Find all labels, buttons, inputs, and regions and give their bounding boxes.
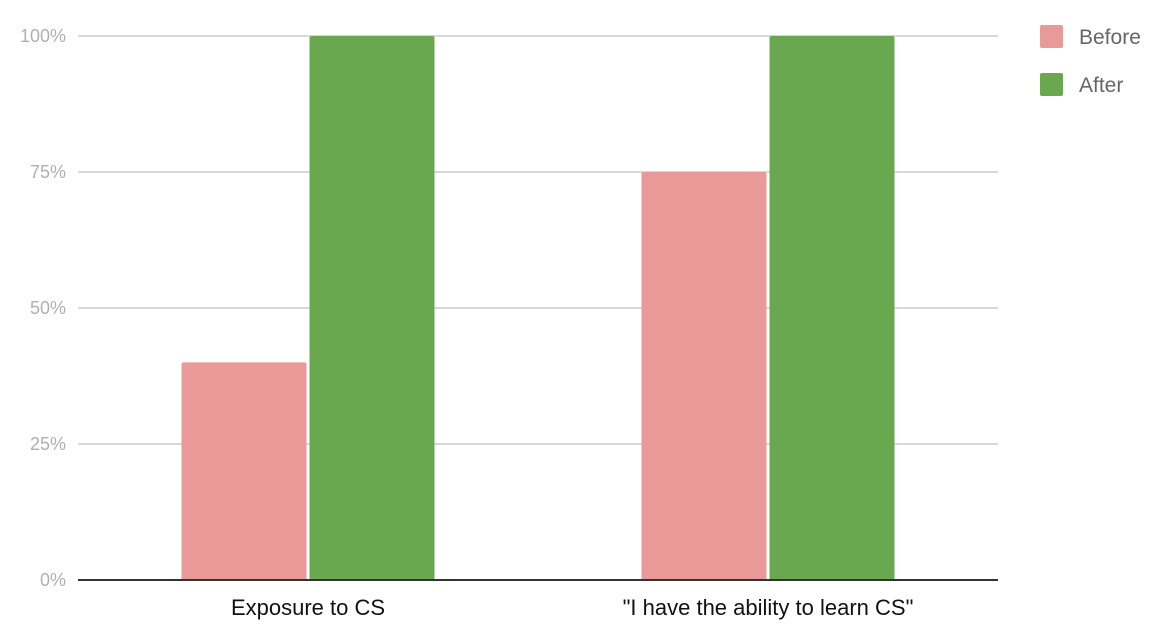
legend-label-before: Before: [1079, 26, 1141, 49]
x-category-label: "I have the ability to learn CS": [623, 595, 914, 620]
y-tick-label: 100%: [20, 26, 66, 46]
bar-after-0: [309, 36, 435, 580]
x-category-label: Exposure to CS: [231, 595, 385, 620]
legend: Before After: [1040, 25, 1141, 97]
legend-swatch-before: [1040, 25, 1063, 48]
legend-swatch-after: [1040, 73, 1063, 96]
legend-label-after: After: [1079, 74, 1123, 97]
x-axis-categories: Exposure to CS "I have the ability to lea…: [231, 595, 913, 620]
y-axis-ticks: 0% 25% 50% 75% 100%: [20, 26, 66, 590]
y-tick-label: 25%: [30, 434, 66, 454]
bar-after-1: [769, 36, 895, 580]
y-tick-label: 50%: [30, 298, 66, 318]
bar-before-0: [181, 362, 307, 580]
bar-before-1: [641, 172, 767, 580]
y-tick-label: 75%: [30, 162, 66, 182]
bars: [181, 36, 895, 580]
y-tick-label: 0%: [40, 570, 66, 590]
